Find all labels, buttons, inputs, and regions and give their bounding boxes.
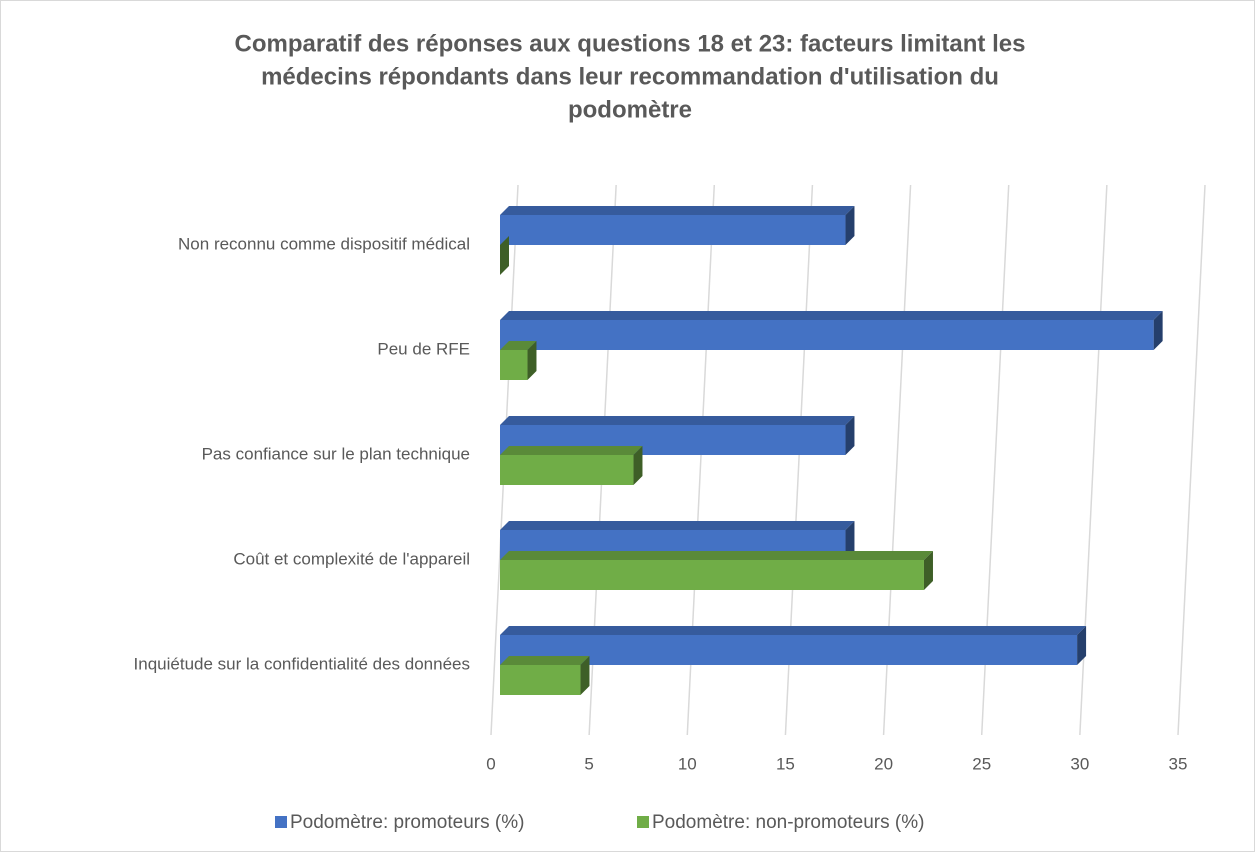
bar-side: [500, 236, 509, 275]
category-label: Peu de RFE: [377, 339, 470, 358]
bar-side: [845, 206, 855, 245]
chart-title: Comparatif des réponses aux questions 18…: [235, 30, 1026, 57]
category-label: Coût et complexité de l'appareil: [233, 549, 470, 568]
bar: [500, 320, 1154, 350]
chart-title: médecins répondants dans leur recommanda…: [261, 63, 999, 90]
bar-top: [500, 206, 855, 215]
bar-side: [633, 446, 643, 485]
x-tick-label: 5: [584, 754, 593, 773]
bar-top: [500, 341, 537, 350]
bar-side: [527, 341, 537, 380]
x-tick-label: 35: [1169, 754, 1188, 773]
bar-side: [845, 416, 855, 455]
bar-top: [500, 626, 1087, 635]
bar: [500, 455, 634, 485]
x-tick-label: 25: [972, 754, 991, 773]
legend-label: Podomètre: promoteurs (%): [290, 812, 524, 833]
grid-line: [1177, 184, 1206, 736]
bar-top: [500, 416, 855, 425]
bar: [500, 635, 1078, 665]
bar-side: [1077, 626, 1087, 665]
bar: [500, 215, 846, 245]
x-tick-label: 10: [678, 754, 697, 773]
x-tick-label: 15: [776, 754, 795, 773]
bar-side: [580, 656, 590, 695]
bar: [500, 665, 581, 695]
bar-side: [845, 521, 855, 560]
x-tick-label: 30: [1070, 754, 1089, 773]
category-label: Inquiétude sur la confidentialité des do…: [134, 654, 470, 673]
bar: [500, 350, 528, 380]
bar-top: [500, 521, 855, 530]
bar-top: [500, 551, 933, 560]
bar-side: [1153, 311, 1163, 350]
bar-side: [923, 551, 933, 590]
x-tick-label: 0: [486, 754, 495, 773]
x-tick-label: 20: [874, 754, 893, 773]
bar-top: [500, 446, 643, 455]
legend-swatch: [637, 816, 649, 828]
legend-swatch: [275, 816, 287, 828]
bar: [500, 560, 924, 590]
bar-top: [500, 311, 1163, 320]
bar-top: [500, 656, 590, 665]
chart-title: podomètre: [568, 96, 692, 123]
category-label: Pas confiance sur le plan technique: [202, 444, 470, 463]
legend-label: Podomètre: non-promoteurs (%): [652, 812, 924, 833]
category-label: Non reconnu comme dispositif médical: [178, 234, 470, 253]
